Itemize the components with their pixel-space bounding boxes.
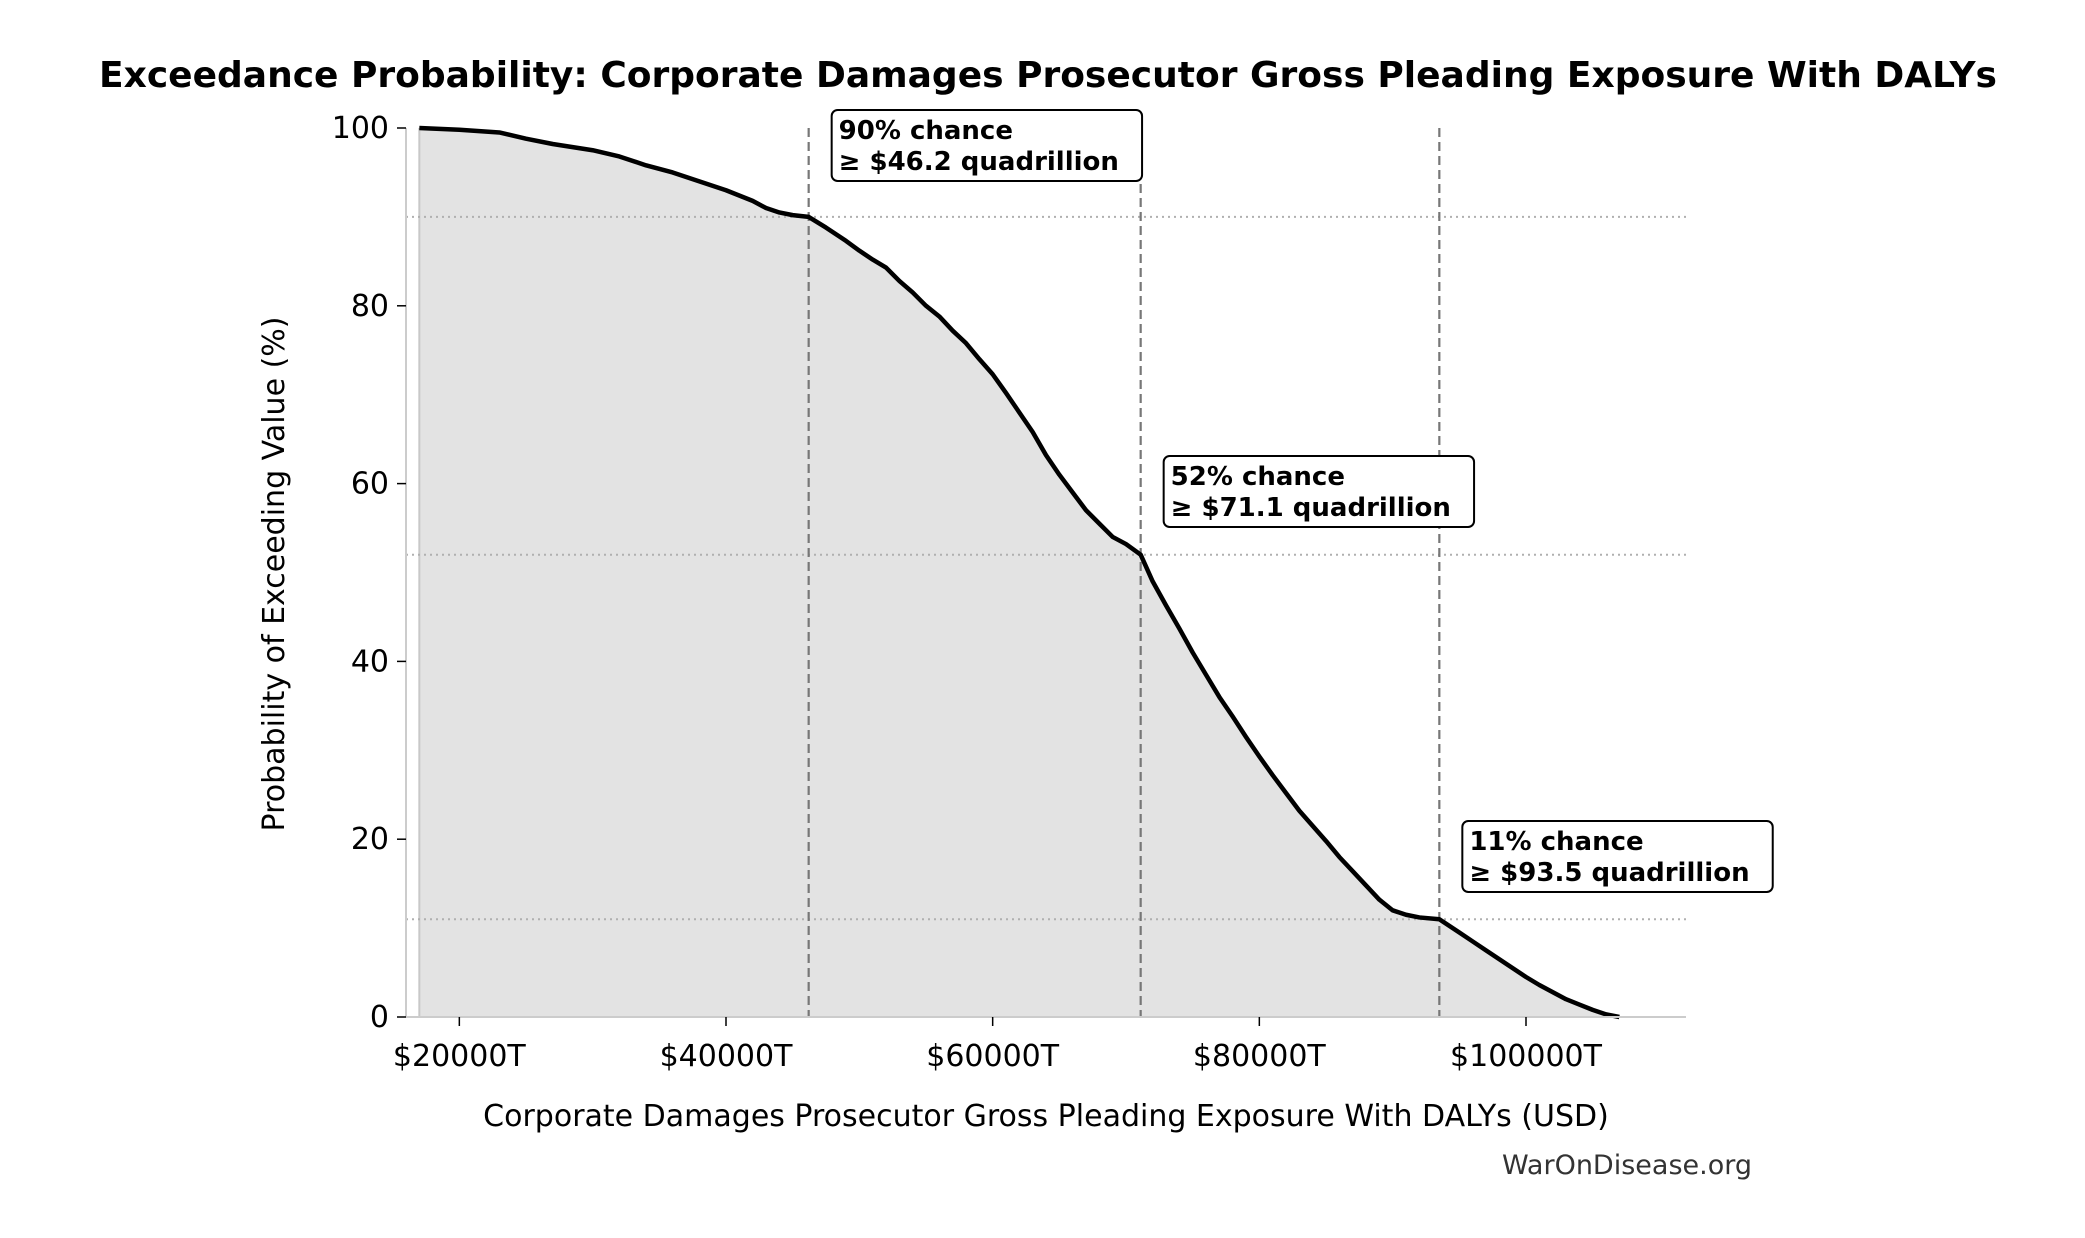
annotation-box-1 xyxy=(830,109,1144,182)
plot-area: 0 20 40 60 80 100 $20000T $40000T $60000T $80000T… xyxy=(332,109,1774,1074)
exceedance-curve xyxy=(419,125,1620,1020)
annotation-label-line1: 90% chance xyxy=(839,116,1013,146)
credit-watermark: WarOnDisease.org xyxy=(1502,1150,1752,1181)
x-tick-label: $40000T xyxy=(660,1039,794,1074)
y-tick-label: 100 xyxy=(332,111,389,146)
x-tick-label: $60000T xyxy=(926,1039,1060,1074)
annotation-box-2 xyxy=(1162,455,1476,528)
annotation-label-line1: 52% chance xyxy=(1171,462,1345,492)
y-tick-label: 20 xyxy=(351,822,389,857)
y-tick-label: 40 xyxy=(351,644,389,679)
annotation-box-3 xyxy=(1461,820,1774,893)
y-tick-label: 0 xyxy=(370,1000,389,1035)
annotation-label-line2: ≥ $46.2 quadrillion xyxy=(839,147,1119,177)
y-tick-label: 80 xyxy=(351,289,389,324)
x-tick-label: $80000T xyxy=(1193,1039,1327,1074)
y-tick-label: 60 xyxy=(351,467,389,502)
annotation-label-line1: 11% chance xyxy=(1469,827,1643,857)
annotation-label-line2: ≥ $93.5 quadrillion xyxy=(1469,858,1749,888)
exceedance-area-fill xyxy=(419,128,1620,1017)
chart-title: Exceedance Probability: Corporate Damage… xyxy=(99,55,1997,96)
y-axis-label: Probability of Exceeding Value (%) xyxy=(257,317,292,832)
annotation-label-line2: ≥ $71.1 quadrillion xyxy=(1171,493,1451,523)
x-axis-label: Corporate Damages Prosecutor Gross Plead… xyxy=(483,1099,1609,1134)
x-tick-label: $100000T xyxy=(1450,1039,1603,1074)
x-tick-label: $20000T xyxy=(393,1039,527,1074)
